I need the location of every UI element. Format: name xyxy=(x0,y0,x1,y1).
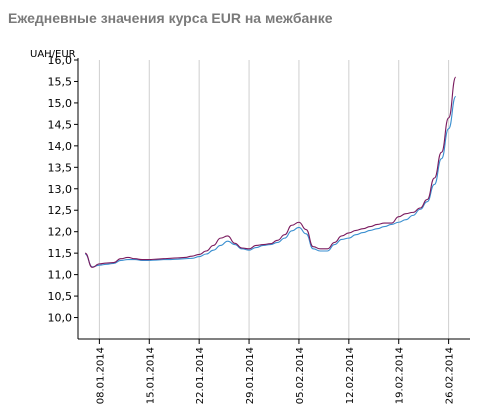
y-tick-label: 11,5 xyxy=(48,247,73,260)
grid-layer xyxy=(98,60,450,339)
x-tick-label: 26.02.2014 xyxy=(445,347,456,404)
series-line-2 xyxy=(84,76,457,268)
y-tick-label: 12,0 xyxy=(48,226,73,239)
y-tick-label: 10,5 xyxy=(48,290,73,303)
y-tick-label: 10,0 xyxy=(48,312,73,325)
x-tick-label: 08.01.2014 xyxy=(95,347,106,404)
y-tick-label: 12,5 xyxy=(48,204,73,217)
y-axis-unit-label: UAH/EUR xyxy=(30,49,76,60)
x-tick-label: 22.01.2014 xyxy=(195,347,206,404)
series-layer xyxy=(84,76,457,268)
y-tick-label: 13,5 xyxy=(48,161,73,174)
x-tick-label: 19.02.2014 xyxy=(395,347,406,404)
x-tick-label: 29.01.2014 xyxy=(245,347,256,404)
y-tick-label: 15,0 xyxy=(48,97,73,110)
chart-title: Ежедневные значения курса EUR на межбанк… xyxy=(8,10,333,26)
x-tick-label: 12.02.2014 xyxy=(345,347,356,404)
axis-layer: 08.01.2014 15.01.2014 22.01.2014 29.01.2014… xyxy=(48,54,470,404)
x-tick-label: 05.02.2014 xyxy=(295,347,306,404)
y-tick-label: 16,0 xyxy=(48,54,73,67)
series-line-1 xyxy=(84,95,457,268)
y-tick-label: 11,0 xyxy=(48,269,73,282)
y-tick-label: 14,5 xyxy=(48,118,73,131)
y-tick-label: 15,5 xyxy=(48,75,73,88)
y-tick-label: 13,0 xyxy=(48,183,73,196)
y-tick-label: 14,0 xyxy=(48,140,73,153)
x-tick-label: 15.01.2014 xyxy=(145,347,156,404)
